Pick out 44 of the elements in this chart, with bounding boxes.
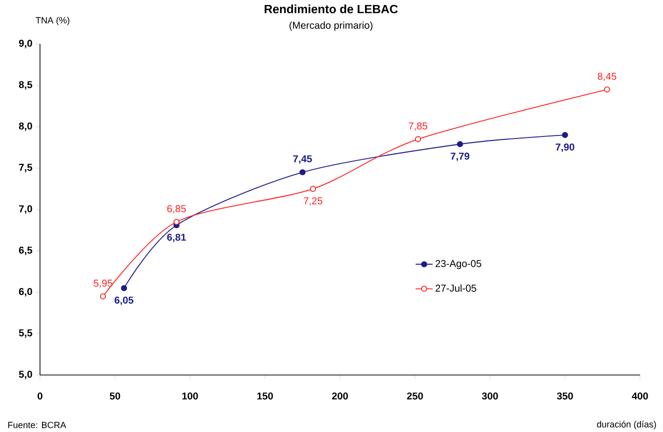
x-tick-label: 300	[482, 392, 498, 400]
y-tick-label: 5,5	[18, 329, 32, 338]
legend-label: 27-Jul-05	[436, 284, 476, 292]
point	[562, 132, 568, 138]
point	[173, 218, 180, 225]
x-tick-label: 0	[38, 392, 42, 400]
data-label: 7,90	[556, 144, 574, 152]
x-axis-title: duración (días)	[597, 420, 656, 430]
point	[414, 136, 422, 142]
point	[120, 285, 128, 292]
point	[456, 141, 464, 148]
y-tick-label: 8,0	[18, 122, 32, 132]
y-tick-label: 6,0	[19, 288, 32, 297]
source-note: Fuente: BCRA	[8, 422, 66, 428]
x-tick-label: 100	[182, 392, 198, 400]
data-label: 7,25	[304, 197, 322, 206]
data-label: 7,45	[293, 155, 312, 164]
data-label: 7,85	[408, 122, 428, 131]
point	[604, 86, 610, 93]
chart-subtitle: (Mercado primario)	[290, 22, 372, 31]
point	[100, 293, 106, 300]
chart-title: Rendimiento de LEBAC	[264, 4, 398, 14]
data-label: 8,45	[598, 72, 616, 82]
y-tick-label: 7,5	[19, 164, 32, 172]
y-tick-label: 5,0	[18, 370, 32, 380]
data-label: 5,95	[94, 280, 112, 288]
legend-label: 23-Ago-05	[436, 260, 482, 270]
x-tick-label: 200	[332, 392, 348, 400]
x-tick-label: 350	[556, 392, 573, 400]
y-tick-label: 7,0	[19, 205, 32, 214]
x-tick-label: 400	[632, 392, 648, 400]
data-label: 6,81	[167, 234, 186, 242]
y-tick-label: 8,5	[18, 81, 32, 90]
data-label: 7,79	[450, 152, 470, 162]
x-tick-label: 50	[110, 392, 120, 400]
point	[299, 169, 306, 176]
y-tick-label: 6,5	[19, 246, 32, 256]
y-tick-label: 9,0	[18, 40, 32, 48]
y-axis-title: TNA (%)	[36, 16, 70, 26]
data-label: 6,85	[167, 205, 186, 214]
data-label: 6,05	[114, 296, 134, 306]
x-tick-label: 250	[407, 392, 423, 400]
point	[310, 186, 316, 192]
x-tick-label: 150	[257, 392, 273, 400]
